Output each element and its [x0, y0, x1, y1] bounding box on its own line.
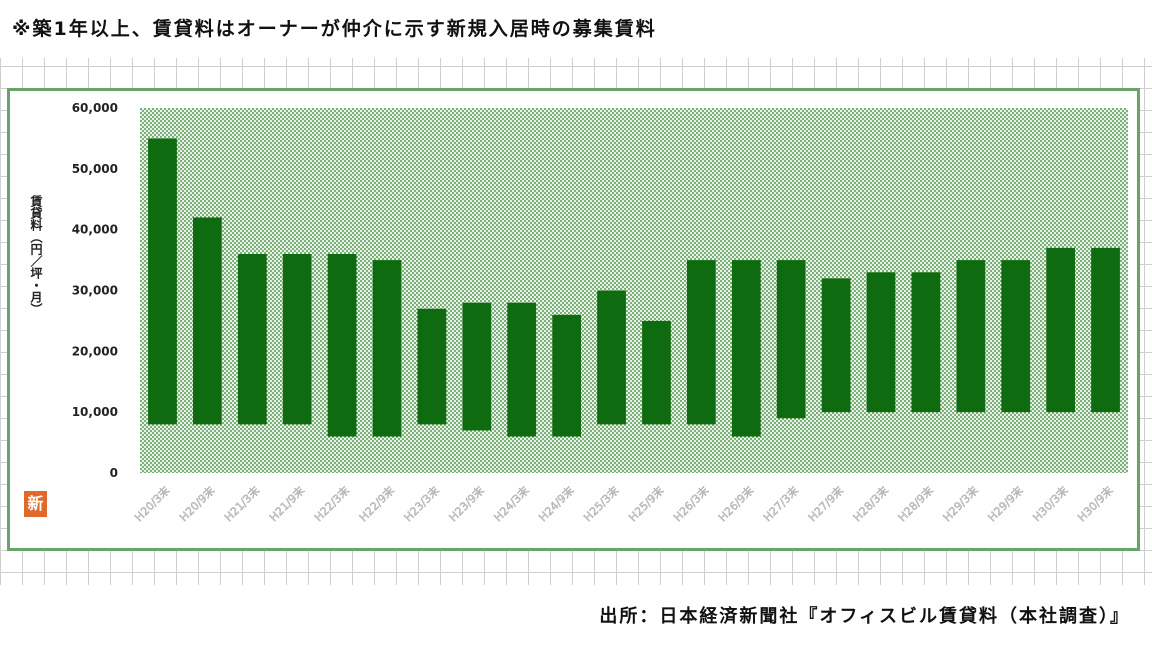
bar-H23/3末 [417, 308, 447, 425]
x-tick-label: H20/9末 [176, 483, 217, 524]
bar-H27/3末 [776, 260, 806, 419]
x-tick-label: H21/3末 [221, 483, 262, 524]
x-tick-label: H30/3末 [1030, 483, 1071, 524]
x-tick-label: H24/3末 [491, 483, 532, 524]
y-tick-label: 30,000 [72, 284, 118, 298]
x-tick-label: H29/9末 [985, 483, 1026, 524]
bar-H21/9末 [282, 254, 312, 425]
y-tick-label: 40,000 [72, 223, 118, 237]
new-badge: 新 [24, 491, 47, 517]
bars [148, 138, 1120, 437]
bar-H20/9末 [192, 217, 222, 425]
bar-H21/3末 [237, 254, 267, 425]
x-axis: H20/3末 H20/9末 H21/3末 H21/9末 H22/3末 H22/9末 H23/… [131, 483, 1116, 524]
y-tick-label: 10,000 [72, 405, 118, 419]
x-tick-label: H20/3末 [132, 483, 173, 524]
footer-band [0, 585, 1152, 648]
y-tick-label: 60,000 [72, 101, 118, 115]
y-tick-label: 50,000 [72, 162, 118, 176]
bar-H29/9末 [1001, 260, 1031, 413]
bar-H29/3末 [956, 260, 986, 413]
source-credit: 出所：日本経済新聞社『オフィスビル賃貸料（本社調査）』 [599, 606, 1130, 627]
x-tick-label: H29/3末 [940, 483, 981, 524]
x-tick-label: H24/9末 [536, 483, 577, 524]
x-tick-label: H27/3末 [760, 483, 801, 524]
y-axis-label: 賃貸料（円／坪・月） [29, 194, 43, 315]
x-tick-label: H28/9末 [895, 483, 936, 524]
bar-H23/9末 [462, 302, 492, 431]
bar-H24/3末 [507, 302, 537, 437]
x-tick-label: H21/9末 [266, 483, 307, 524]
bar-H26/9末 [731, 260, 761, 437]
x-tick-label: H22/3末 [311, 483, 352, 524]
bar-H28/3末 [866, 272, 896, 413]
y-tick-label: 20,000 [72, 344, 118, 358]
bar-H30/3末 [1046, 247, 1076, 413]
x-tick-label: H22/9末 [356, 483, 397, 524]
x-tick-label: H30/9末 [1075, 483, 1116, 524]
bar-H20/3末 [148, 138, 177, 425]
x-tick-label: H27/9末 [805, 483, 846, 524]
bar-H22/3末 [327, 254, 357, 437]
x-tick-label: H25/9末 [626, 483, 667, 524]
x-tick-label: H28/3末 [850, 483, 891, 524]
x-tick-label: H26/3末 [670, 483, 711, 524]
bar-H22/9末 [372, 260, 402, 437]
y-axis: 0 10,000 20,000 30,000 40,000 50,000 60,000 [72, 101, 118, 480]
bar-H28/9末 [911, 272, 941, 413]
x-tick-label: H26/9末 [715, 483, 756, 524]
bar-H25/9末 [642, 320, 671, 425]
header-band: ※築1年以上、賃貸料はオーナーが仲介に示す新規入居時の募集賃料 [0, 0, 1152, 58]
bar-H26/3末 [686, 260, 716, 425]
x-tick-label: H23/3末 [401, 483, 442, 524]
chart-note: ※築1年以上、賃貸料はオーナーが仲介に示す新規入居時の募集賃料 [12, 18, 657, 40]
y-tick-label: 0 [110, 466, 118, 480]
bar-H27/9末 [821, 278, 851, 413]
bar-H30/9末 [1091, 247, 1120, 413]
x-tick-label: H25/3末 [581, 483, 622, 524]
bar-H25/3末 [597, 290, 626, 425]
x-tick-label: H23/9末 [446, 483, 487, 524]
bar-H24/9末 [552, 314, 582, 437]
